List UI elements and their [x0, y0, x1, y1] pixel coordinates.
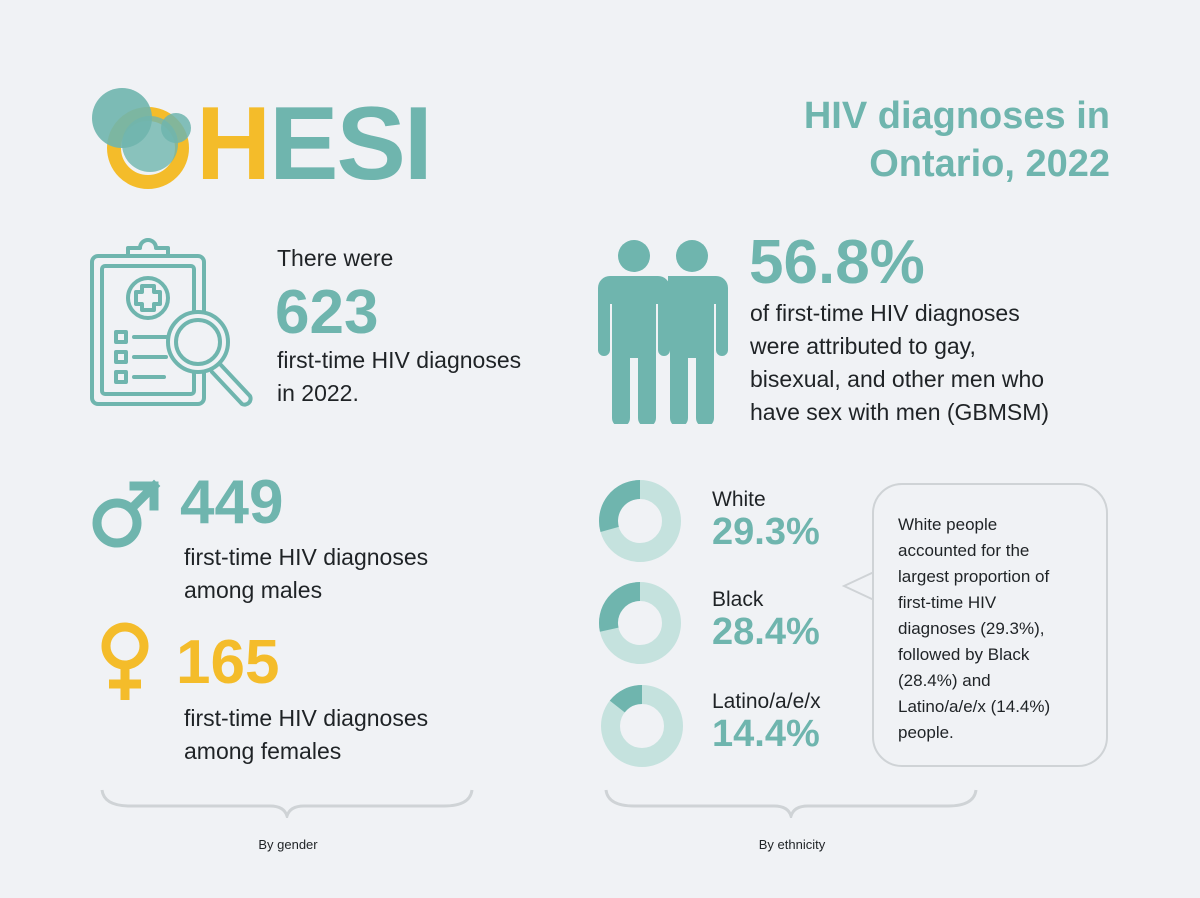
gbmsm-line: were attributed to gay,	[750, 333, 976, 359]
male-desc-line-1: first-time HIV diagnoses	[184, 544, 429, 570]
male-symbol-icon	[92, 479, 161, 548]
gbmsm-percent: 56.8%	[749, 228, 925, 297]
callout-text: White people accounted for the largest p…	[898, 512, 1098, 746]
callout-line: accounted for the	[898, 541, 1030, 560]
logo-wordmark: HESI	[196, 92, 433, 196]
callout-line: largest proportion of	[898, 567, 1050, 586]
callout-line: Latino/a/e/x (14.4%)	[898, 697, 1051, 716]
page-title: HIV diagnoses in Ontario, 2022	[804, 92, 1110, 188]
ethnicity-label: White	[712, 488, 766, 511]
callout-line: (28.4%) and	[898, 671, 991, 690]
donut-black	[599, 582, 681, 664]
total-desc-line-2: in 2022.	[277, 380, 359, 406]
total-count: 623	[275, 278, 379, 347]
gender-brace	[100, 789, 474, 818]
callout-line: first-time HIV	[898, 593, 997, 612]
donut-white	[599, 480, 681, 562]
gbmsm-line: bisexual, and other men who	[750, 366, 1045, 392]
ethnicity-item-latino: Latino/a/e/x 14.4%	[712, 690, 821, 754]
gbmsm-description: of first-time HIV diagnoses were attribu…	[750, 297, 1049, 429]
clipboard-magnifier-icon	[90, 238, 253, 407]
ethnicity-donuts	[599, 480, 683, 767]
donut-segment	[599, 582, 641, 632]
gender-caption: By gender	[258, 837, 318, 852]
donut-segment	[599, 480, 641, 532]
ethnicity-item-white: White 29.3%	[712, 488, 820, 552]
donut-latino	[601, 685, 683, 767]
female-symbol-icon	[101, 622, 149, 700]
gbmsm-line: of first-time HIV diagnoses	[750, 300, 1020, 326]
callout-line: followed by Black	[898, 645, 1030, 664]
two-men-icon	[598, 240, 728, 424]
title-line-1: HIV diagnoses in	[803, 95, 1110, 137]
ethnicity-item-black: Black 28.4%	[712, 588, 820, 652]
callout-line: diagnoses (29.3%),	[898, 619, 1045, 638]
ethnicity-percent: 29.3%	[712, 511, 820, 553]
gbmsm-line: have sex with men (GBMSM)	[750, 399, 1050, 425]
total-desc-line-1: first-time HIV diagnoses	[277, 347, 522, 373]
donut-segment	[609, 685, 643, 713]
ethnicity-caption: By ethnicity	[758, 837, 826, 852]
female-count: 165	[176, 628, 280, 697]
female-desc-line-1: first-time HIV diagnoses	[184, 705, 429, 731]
male-count: 449	[180, 468, 284, 537]
total-intro: There were	[277, 245, 394, 271]
ethnicity-percent: 28.4%	[712, 611, 820, 653]
callout-bubble	[872, 483, 1108, 767]
title-line-2: Ontario, 2022	[869, 143, 1110, 185]
ethnicity-percent: 14.4%	[712, 713, 820, 755]
callout-line: White people	[898, 515, 998, 534]
male-desc-line-2: among males	[184, 577, 323, 603]
callout-pointer	[842, 571, 875, 601]
callout-line: people.	[898, 723, 954, 742]
logo-letter-h: H	[196, 86, 271, 202]
logo-letters-esi: ESI	[269, 86, 433, 202]
ethnicity-brace	[604, 789, 978, 818]
female-desc-line-2: among females	[184, 738, 342, 764]
ethnicity-label: Latino/a/e/x	[712, 690, 821, 713]
ethnicity-label: Black	[712, 588, 764, 611]
logo-circles	[92, 88, 191, 189]
